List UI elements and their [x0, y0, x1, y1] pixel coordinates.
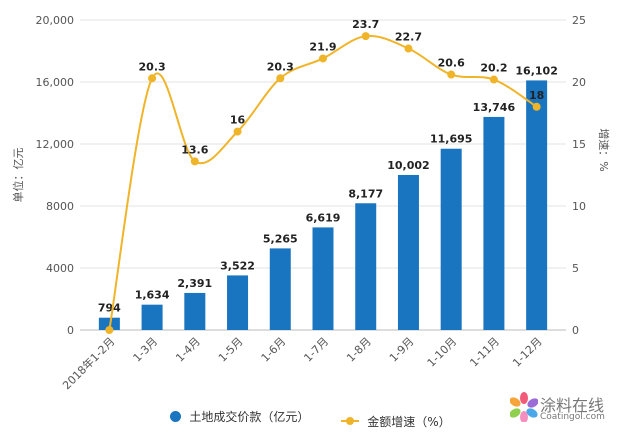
legend-line-swatch: [341, 417, 360, 425]
bar-data-label: 16,102: [515, 64, 557, 77]
flower-logo-icon: [510, 392, 538, 422]
growth-point: [532, 102, 541, 111]
x-tick-label: 1-7月: [301, 335, 331, 365]
growth-data-label: 20.3: [267, 60, 294, 73]
bar: [397, 174, 419, 330]
x-tick-label: 2018年1-2月: [60, 334, 118, 392]
legend-bar-label: 土地成交价款（亿元）: [189, 410, 310, 424]
growth-point: [233, 127, 242, 136]
growth-point: [489, 75, 498, 84]
y-right-axis-label: 增速：%: [597, 128, 611, 171]
growth-point: [190, 157, 199, 166]
bar-data-label: 8,177: [348, 187, 383, 200]
growth-data-label: 13.6: [181, 143, 208, 156]
growth-point: [361, 32, 370, 41]
x-tick-label: 1-11月: [467, 335, 502, 370]
legend-bar-swatch: [170, 411, 182, 422]
growth-point: [276, 74, 285, 83]
y-right-tick-label: 20: [572, 76, 586, 89]
y-right-tick-label: 15: [572, 138, 586, 151]
bar-data-label: 5,265: [263, 232, 298, 245]
bar-data-label: 2,391: [177, 277, 212, 290]
bar-data-label: 13,746: [473, 101, 516, 114]
y-left-tick-label: 12,000: [36, 138, 75, 151]
y-right-tick-label: 25: [572, 14, 586, 27]
y-left-tick-label: 8000: [46, 200, 74, 213]
bar: [483, 116, 505, 330]
growth-point: [105, 326, 114, 334]
bar: [526, 80, 548, 330]
growth-data-label: 21.9: [309, 40, 336, 53]
y-right-tick-label: 10: [572, 200, 586, 213]
legend-line-label: 金额增速（%）: [367, 414, 451, 429]
y-right-tick-label: 0: [572, 324, 579, 337]
growth-data-label: 20.3: [139, 60, 166, 73]
watermark-en: Coatingol.com: [540, 412, 605, 422]
y-left-tick-label: 0: [67, 324, 74, 337]
growth-data-label: 16: [230, 114, 246, 127]
growth-point: [447, 70, 456, 79]
y-left-tick-label: 16,000: [36, 76, 75, 89]
y-left-tick-label: 4000: [46, 262, 74, 275]
bar: [440, 148, 462, 330]
y-right-tick-label: 5: [572, 262, 579, 275]
y-left-tick-label: 20,000: [36, 14, 75, 27]
legend-item-bar[interactable]: 土地成交价款（亿元）: [170, 408, 309, 425]
bar-data-label: 10,002: [387, 159, 429, 172]
growth-data-label: 20.6: [438, 57, 465, 70]
legend-item-line[interactable]: 金额增速（%）: [341, 413, 451, 430]
growth-data-label: 23.7: [352, 18, 379, 31]
bar-data-label: 1,634: [135, 289, 170, 302]
x-tick-label: 1-9月: [387, 335, 417, 365]
bar-data-label: 794: [98, 302, 121, 315]
x-tick-label: 1-12月: [510, 335, 545, 370]
legend: 土地成交价款（亿元） 金额增速（%）: [0, 408, 621, 430]
x-tick-label: 1-8月: [344, 335, 374, 365]
bar-data-label: 3,522: [220, 259, 255, 272]
x-tick-label: 1-3月: [131, 335, 161, 365]
growth-data-label: 20.2: [480, 62, 507, 75]
x-tick-label: 1-10月: [425, 335, 460, 370]
y-left-axis-label: 单位：亿元: [11, 148, 25, 203]
bar: [184, 292, 206, 330]
growth-data-label: 22.7: [395, 31, 422, 44]
bar: [355, 203, 377, 330]
growth-point: [404, 44, 413, 53]
x-tick-label: 1-4月: [173, 335, 203, 365]
bar: [141, 304, 163, 330]
growth-point: [319, 54, 327, 63]
bar-data-label: 6,619: [306, 211, 341, 224]
bar: [269, 248, 291, 330]
growth-data-label: 18: [529, 89, 544, 102]
bar: [312, 227, 334, 330]
x-tick-label: 1-5月: [216, 335, 246, 365]
watermark-cn: 涂料在线: [540, 396, 605, 415]
x-tick-label: 1-6月: [259, 335, 289, 365]
bar-data-label: 11,695: [430, 133, 472, 146]
bar: [227, 275, 249, 330]
growth-point: [148, 74, 157, 83]
